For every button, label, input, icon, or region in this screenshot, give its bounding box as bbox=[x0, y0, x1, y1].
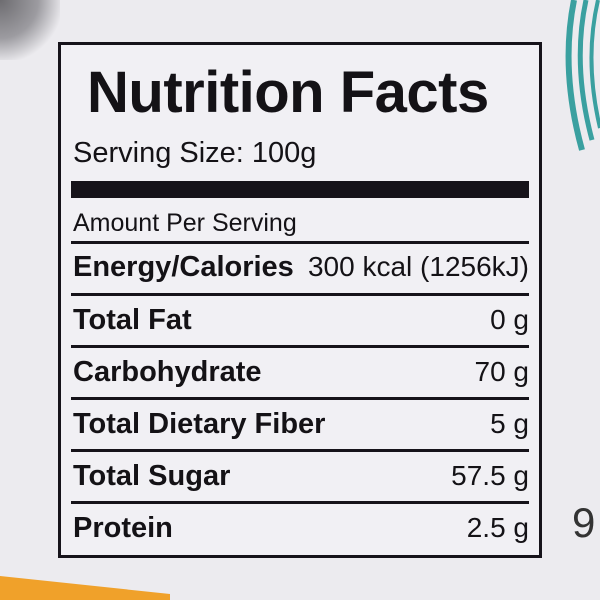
divider bbox=[71, 293, 529, 296]
divider bbox=[71, 397, 529, 400]
nutrient-value: 300 kcal (1256kJ) bbox=[307, 251, 529, 282]
divider bbox=[71, 345, 529, 348]
nutrient-value: 70 g bbox=[474, 356, 530, 387]
divider bbox=[71, 241, 529, 244]
orange-packaging-stripe bbox=[0, 576, 170, 600]
nutrient-row-total-sugar: Total Sugar 57.5 g bbox=[73, 460, 529, 493]
panel-title: Nutrition Facts bbox=[87, 60, 489, 125]
nutrient-name: Total Fat bbox=[73, 304, 192, 336]
divider bbox=[71, 501, 529, 504]
nutrient-row-total-fat: Total Fat 0 g bbox=[73, 304, 529, 337]
partial-background-text: 9 bbox=[572, 499, 596, 546]
divider bbox=[71, 449, 529, 452]
nutrient-value: 57.5 g bbox=[451, 460, 529, 491]
nutrient-name: Protein bbox=[73, 512, 173, 544]
nutrition-facts-panel: Nutrition Facts Serving Size: 100g Amoun… bbox=[58, 42, 542, 558]
teal-arc-graphic bbox=[565, 0, 600, 151]
amount-per-serving: Amount Per Serving bbox=[73, 209, 297, 237]
nutrient-row-carbohydrate: Carbohydrate 70 g bbox=[73, 356, 529, 389]
nutrient-row-protein: Protein 2.5 g bbox=[73, 512, 529, 545]
nutrient-value: 0 g bbox=[490, 304, 529, 335]
nutrient-name: Energy/Calories bbox=[73, 251, 294, 283]
nutrient-value: 2.5 g bbox=[466, 512, 529, 543]
nutrient-row-dietary-fiber: Total Dietary Fiber 5 g bbox=[73, 408, 529, 441]
thick-divider bbox=[71, 181, 529, 198]
nutrient-value: 5 g bbox=[490, 408, 529, 439]
nutrient-name: Total Dietary Fiber bbox=[73, 408, 326, 440]
nutrient-name: Total Sugar bbox=[73, 460, 231, 492]
nutrient-row-energy: Energy/Calories 300 kcal (1256kJ) bbox=[73, 251, 529, 284]
serving-size: Serving Size: 100g bbox=[73, 137, 317, 169]
nutrient-name: Carbohydrate bbox=[73, 356, 262, 388]
background-object bbox=[0, 0, 60, 60]
